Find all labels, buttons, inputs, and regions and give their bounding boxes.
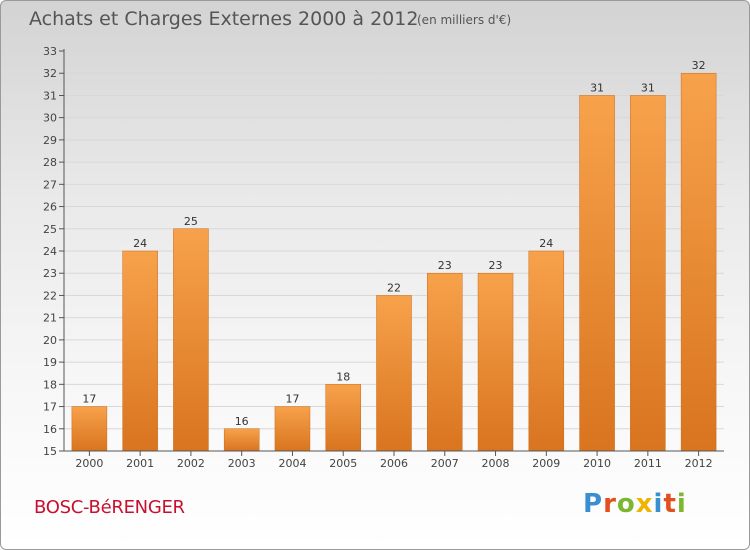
y-tick-label: 32 — [43, 67, 57, 80]
commune-name: BOSC-BéRENGER — [34, 497, 185, 518]
x-tick-label-2003: 2003 — [228, 457, 256, 470]
bar-2001[interactable] — [122, 250, 158, 452]
chart-title: Achats et Charges Externes 2000 à 2012 — [29, 8, 419, 30]
data-label-2001: 24 — [133, 237, 147, 250]
data-label-2004: 17 — [285, 393, 299, 406]
x-tick-label-2004: 2004 — [278, 457, 306, 470]
data-label-2007: 23 — [438, 259, 452, 272]
y-tick-label: 25 — [43, 223, 57, 236]
x-tick-label-2008: 2008 — [482, 457, 510, 470]
y-tick-label: 16 — [43, 423, 57, 436]
y-tick-label: 20 — [43, 334, 57, 347]
axis-layer: 15 16 17 18 19 20 21 22 23 24 25 26 27 28 29 30 31 32 33 20… — [43, 45, 724, 470]
bar-2010[interactable] — [579, 95, 615, 452]
bar-2005[interactable] — [325, 384, 361, 452]
data-label-2003: 16 — [235, 415, 249, 428]
x-tick-label-2010: 2010 — [583, 457, 611, 470]
data-label-2002: 25 — [184, 215, 198, 228]
data-label-2011: 31 — [641, 81, 655, 94]
x-tick-label-2011: 2011 — [634, 457, 662, 470]
bar-2007[interactable] — [427, 272, 463, 452]
y-tick-label: 33 — [43, 45, 57, 58]
bar-2011[interactable] — [630, 95, 666, 452]
y-tick-label: 30 — [43, 112, 57, 125]
data-label-2006: 22 — [387, 281, 401, 294]
y-tick-label: 22 — [43, 289, 57, 302]
data-label-2012: 32 — [692, 59, 706, 72]
x-tick-label-2012: 2012 — [685, 457, 713, 470]
data-label-2008: 23 — [489, 259, 503, 272]
data-label-2000: 17 — [82, 393, 96, 406]
bar-2012[interactable] — [680, 72, 717, 452]
y-tick-label: 31 — [43, 89, 57, 102]
bar-2000[interactable] — [71, 406, 108, 452]
y-tick-label: 15 — [43, 445, 57, 458]
bar-2002[interactable] — [173, 228, 209, 452]
bar-layer: 17 24 25 16 17 18 22 23 23 24 31 31 32 — [71, 59, 717, 452]
x-tick-label-2006: 2006 — [380, 457, 408, 470]
bar-2003[interactable] — [223, 428, 260, 452]
y-tick-label: 24 — [43, 245, 57, 258]
y-tick-label: 23 — [43, 267, 57, 280]
data-label-2010: 31 — [590, 81, 604, 94]
x-tick-label-2005: 2005 — [329, 457, 357, 470]
proxiti-logo[interactable]: Proxiti — [583, 489, 687, 519]
x-tick-label-2007: 2007 — [431, 457, 459, 470]
y-tick-label: 27 — [43, 178, 57, 191]
chart-subtitle: (en milliers d'€) — [417, 13, 512, 27]
x-tick-label-2002: 2002 — [177, 457, 205, 470]
data-label-2005: 18 — [336, 370, 350, 383]
y-tick-label: 18 — [43, 378, 57, 391]
x-tick-label-2001: 2001 — [126, 457, 154, 470]
bar-2004[interactable] — [274, 406, 311, 452]
y-tick-label: 29 — [43, 134, 57, 147]
y-tick-label: 17 — [43, 401, 57, 414]
x-tick-label-2000: 2000 — [75, 457, 103, 470]
data-label-2009: 24 — [539, 237, 553, 250]
bar-2008[interactable] — [477, 272, 514, 452]
y-tick-label: 21 — [43, 312, 57, 325]
bar-2006[interactable] — [376, 295, 412, 452]
y-tick-label: 19 — [43, 356, 57, 369]
y-tick-label: 28 — [43, 156, 57, 169]
x-tick-label-2009: 2009 — [532, 457, 560, 470]
y-tick-label: 26 — [43, 201, 57, 214]
bar-2009[interactable] — [528, 250, 565, 452]
